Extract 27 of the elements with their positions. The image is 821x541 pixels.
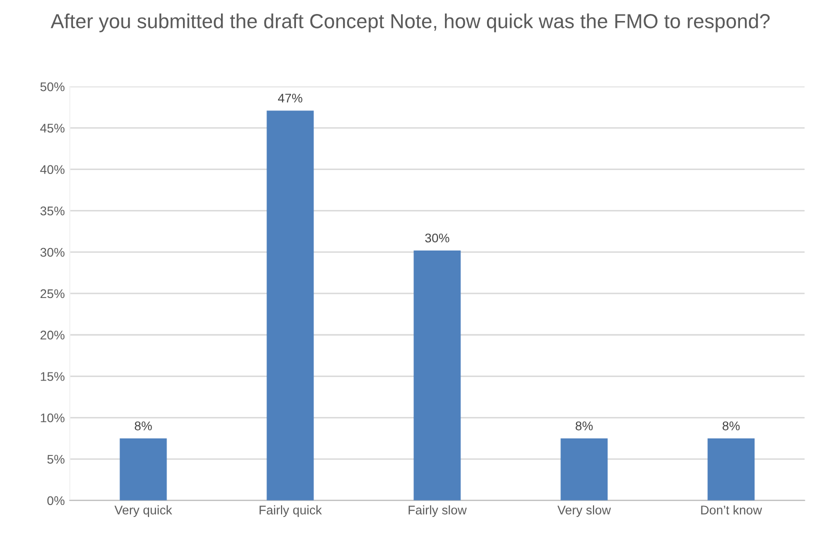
x-tick-label: Fairly slow [408, 505, 467, 517]
bar [560, 438, 608, 500]
data-label: 8% [134, 421, 152, 430]
y-tick-label: 0% [47, 496, 64, 506]
x-tick-label: Very quick [114, 505, 172, 517]
y-tick-label: 10% [40, 413, 64, 422]
chart-title: After you submitted the draft Concept Note, how quick was the FMO to respond? [50, 14, 770, 32]
y-tick-label: 20% [40, 330, 64, 340]
y-tick-label: 50% [40, 82, 64, 92]
data-label: 8% [722, 421, 740, 430]
bar [414, 250, 461, 500]
data-label: 47% [278, 94, 302, 102]
bar [266, 110, 314, 500]
y-tick-label: 40% [40, 165, 64, 174]
data-label: 30% [425, 234, 450, 242]
x-tick-label: Fairly quick [260, 505, 322, 517]
x-tick-label: Very slow [557, 505, 611, 517]
bar [120, 438, 167, 500]
y-tick-label: 35% [40, 206, 64, 216]
bar [708, 438, 755, 500]
data-label: 8% [576, 421, 593, 430]
y-tick-label: 30% [40, 248, 64, 257]
y-tick-label: 45% [40, 124, 64, 133]
y-tick-label: 5% [47, 454, 64, 464]
y-tick-label: 15% [40, 372, 64, 381]
y-tick-label: 25% [40, 289, 64, 298]
x-tick-label: Don’t know [701, 505, 762, 514]
